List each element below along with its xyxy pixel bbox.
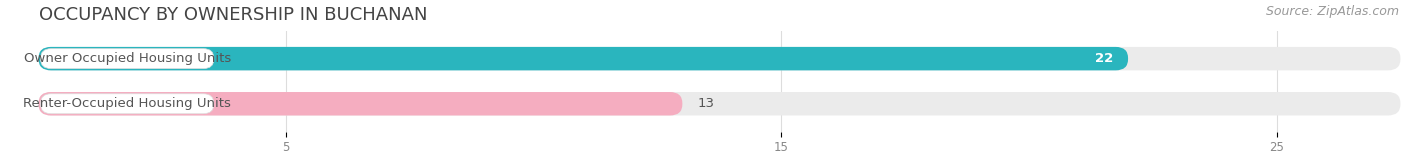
Text: 13: 13 <box>697 97 714 110</box>
FancyBboxPatch shape <box>38 47 1128 70</box>
Text: Owner Occupied Housing Units: Owner Occupied Housing Units <box>24 52 231 65</box>
FancyBboxPatch shape <box>38 92 1400 116</box>
Text: Source: ZipAtlas.com: Source: ZipAtlas.com <box>1265 5 1399 18</box>
Text: OCCUPANCY BY OWNERSHIP IN BUCHANAN: OCCUPANCY BY OWNERSHIP IN BUCHANAN <box>38 6 427 24</box>
Text: 22: 22 <box>1095 52 1114 65</box>
FancyBboxPatch shape <box>38 47 1400 70</box>
FancyBboxPatch shape <box>41 94 214 114</box>
FancyBboxPatch shape <box>41 49 214 69</box>
FancyBboxPatch shape <box>38 92 682 116</box>
Text: Renter-Occupied Housing Units: Renter-Occupied Housing Units <box>24 97 231 110</box>
